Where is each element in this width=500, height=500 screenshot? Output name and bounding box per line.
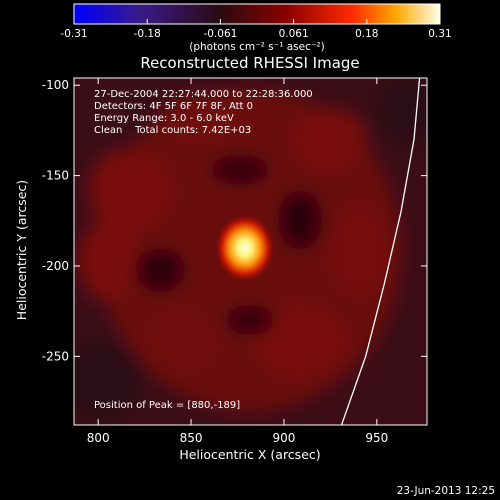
colorbar-unit-label: (photons cm⁻² s⁻¹ asec⁻²) xyxy=(189,41,324,53)
annotation-energy-range: Energy Range: 3.0 - 6.0 keV xyxy=(94,113,234,124)
plot-area: 800 850 900 950 -100 -150 -200 -250 27-Dec-200… xyxy=(42,77,428,445)
y-tick-label: -250 xyxy=(42,349,69,363)
plot-frame xyxy=(73,77,428,426)
colorbar-tick-label: 0.31 xyxy=(428,28,451,40)
y-tick-label: -100 xyxy=(42,78,69,92)
colorbar-gradient xyxy=(73,3,441,25)
footer-timestamp: 23-Jun-2013 12:25 xyxy=(397,485,495,497)
peak-source xyxy=(214,214,275,283)
colorbar: -0.31 -0.18 -0.061 0.061 0.18 0.31 (photons c… xyxy=(60,3,452,53)
colorbar-tick-label: -0.31 xyxy=(60,28,87,40)
colorbar-tick-label: 0.18 xyxy=(355,28,378,40)
annotation-clean-counts: Clean Total counts: 7.42E+03 xyxy=(94,125,251,136)
annotation-time-range: 27-Dec-2004 22:27:44.000 to 22:28:36.000 xyxy=(94,89,313,100)
y-axis-label: Heliocentric Y (arcsec) xyxy=(14,180,29,320)
x-tick-label: 800 xyxy=(87,431,110,445)
colorbar-tick-label: -0.061 xyxy=(203,28,237,40)
y-axis-ticks: -100 -150 -200 -250 xyxy=(42,78,427,363)
colorbar-tick-label: -0.18 xyxy=(134,28,161,40)
chart-title: Reconstructed RHESSI Image xyxy=(140,54,359,72)
heatmap-image xyxy=(74,78,427,425)
x-axis-ticks: 800 850 900 950 xyxy=(87,78,388,445)
colorbar-tick-label: 0.061 xyxy=(279,28,309,40)
annotation-detectors: Detectors: 4F 5F 6F 7F 8F, Att 0 xyxy=(94,101,253,112)
x-tick-label: 850 xyxy=(180,431,203,445)
x-tick-label: 950 xyxy=(365,431,388,445)
y-tick-label: -200 xyxy=(42,259,69,273)
solar-limb xyxy=(340,78,421,425)
annotations: 27-Dec-2004 22:27:44.000 to 22:28:36.000… xyxy=(94,89,313,411)
x-tick-label: 900 xyxy=(272,431,295,445)
peak-position-label: Position of Peak = [880,-189] xyxy=(94,400,240,411)
x-axis-label: Heliocentric X (arcsec) xyxy=(179,447,320,462)
colorbar-ticks: -0.31 -0.18 -0.061 0.061 0.18 0.31 xyxy=(60,19,452,40)
y-tick-label: -150 xyxy=(42,169,69,183)
